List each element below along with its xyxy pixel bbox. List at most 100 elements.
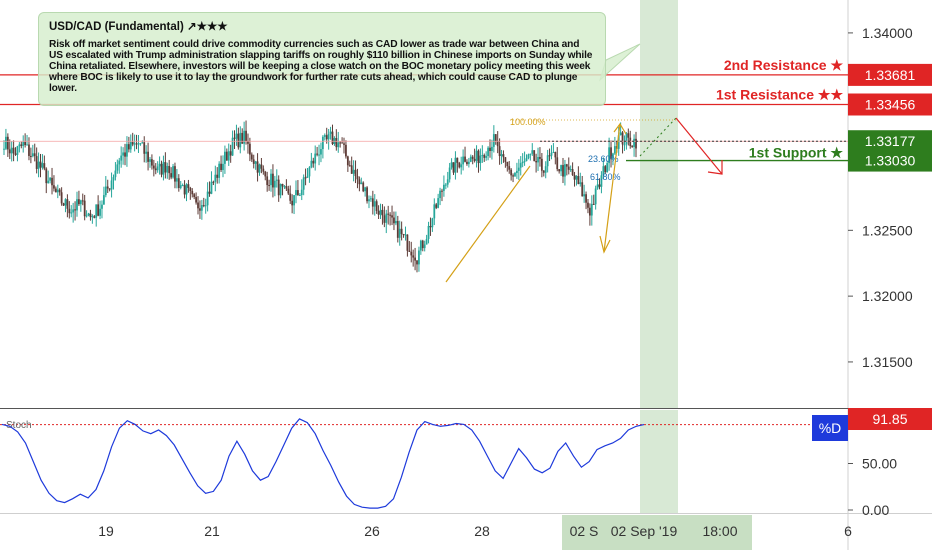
candle-body	[433, 204, 436, 219]
candle-body	[78, 199, 80, 205]
candle-body	[187, 184, 190, 188]
candle-body	[199, 208, 201, 211]
candle-body	[393, 217, 395, 224]
candle-body	[481, 155, 484, 157]
candle-body	[224, 151, 226, 164]
candle-body	[537, 157, 539, 163]
candle-body	[452, 162, 455, 173]
cursor-time-label: 02 Sep '19	[611, 523, 678, 539]
candle-body	[412, 255, 415, 258]
candle-body	[343, 143, 345, 145]
candle-body	[166, 165, 169, 173]
candle-body	[346, 156, 349, 166]
projection-line	[675, 117, 723, 175]
candle-body	[3, 148, 5, 150]
candle-body	[494, 134, 497, 142]
candle-body	[579, 182, 582, 185]
candle-body	[456, 157, 459, 163]
candle-body	[76, 199, 78, 211]
candle-body	[437, 198, 440, 208]
candle-body	[245, 130, 247, 142]
candle-body	[283, 186, 286, 188]
candle-body	[281, 183, 284, 187]
candle-body	[297, 190, 299, 196]
projection-arrowhead	[707, 160, 723, 175]
candle-body	[416, 260, 418, 265]
candle-body	[569, 169, 572, 171]
candle-body	[627, 133, 630, 138]
resistance-price-label: 1.33456	[865, 97, 916, 113]
candle-body	[177, 178, 180, 189]
candle-body	[293, 195, 295, 206]
candle-body	[258, 164, 261, 173]
candle-body	[323, 135, 326, 137]
candle-body	[141, 142, 144, 144]
candle-body	[391, 215, 393, 218]
candle-body	[444, 184, 447, 186]
candle-body	[517, 167, 520, 171]
candle-body	[479, 155, 482, 164]
candle-body	[62, 203, 65, 206]
candle-body	[81, 200, 84, 202]
candle-body	[295, 190, 297, 196]
candle-body	[197, 202, 199, 209]
candle-body	[398, 228, 401, 238]
candle-body	[104, 186, 107, 196]
candle-body	[373, 201, 376, 207]
candle-body	[629, 137, 632, 146]
candle-body	[143, 142, 146, 154]
candle-body	[460, 164, 463, 168]
candle-body	[560, 165, 562, 172]
candle-body	[85, 215, 88, 217]
candle-body	[314, 153, 317, 164]
candle-body	[552, 152, 555, 154]
candle-body	[43, 163, 46, 169]
candle-body	[16, 146, 19, 155]
candle-body	[404, 234, 407, 236]
resistance-price-tag	[848, 93, 932, 116]
candle-body	[29, 155, 32, 157]
candle-body	[610, 147, 612, 159]
candle-body	[320, 149, 322, 155]
candle-body	[266, 176, 269, 186]
candle-body	[406, 234, 409, 251]
fib-100-label: 100.00%	[510, 117, 546, 127]
candle-body	[66, 199, 69, 209]
candle-body	[291, 200, 294, 206]
candle-body	[581, 182, 584, 197]
candle-body	[12, 147, 15, 154]
candle-body	[268, 185, 270, 187]
candle-body	[95, 204, 98, 218]
highlight-band	[640, 0, 678, 408]
candle-body	[331, 131, 334, 144]
candle-body	[318, 154, 320, 156]
candle-body	[185, 184, 188, 195]
candle-body	[304, 177, 307, 179]
abcd-leg-1	[445, 165, 531, 283]
candle-body	[606, 163, 609, 173]
candle-body	[89, 213, 92, 218]
stoch-tick-label: 50.00	[862, 456, 897, 472]
candle-body	[458, 162, 461, 168]
candle-body	[360, 182, 363, 185]
candle-body	[237, 133, 240, 148]
candle-body	[312, 160, 315, 164]
candle-body	[467, 161, 470, 165]
candle-body	[168, 165, 171, 174]
candle-body	[366, 187, 368, 202]
candle-body	[101, 204, 103, 209]
candle-body	[625, 133, 628, 145]
support-price-label: 1.33030	[865, 153, 916, 169]
candle-body	[337, 142, 340, 148]
candle-body	[225, 151, 228, 161]
candle-body	[596, 184, 599, 189]
candle-body	[31, 153, 34, 157]
candle-body	[270, 173, 272, 186]
candle-body	[279, 183, 282, 196]
candle-body	[79, 200, 82, 205]
candle-body	[289, 193, 292, 201]
time-tick-label: 28	[474, 523, 490, 539]
candle-body	[565, 164, 568, 167]
candle-body	[533, 150, 536, 162]
